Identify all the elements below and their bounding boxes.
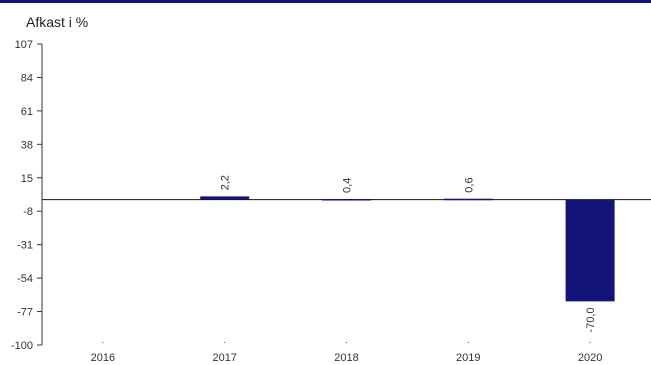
y-tick-label: 61 (21, 106, 33, 118)
bar (200, 196, 250, 200)
x-tick-label: 2020 (578, 352, 602, 364)
y-axis: 107 84 61 38 15 -8 -31 -54 -77 -100 (11, 39, 43, 352)
data-label: 2,2 (220, 175, 232, 190)
y-tick-label: 38 (21, 139, 33, 151)
bar (443, 198, 493, 201)
x-tick-label: 2018 (334, 352, 358, 364)
y-tick-label: 107 (15, 39, 33, 51)
y-tick-label: -100 (11, 340, 33, 352)
y-tick-label: -8 (23, 206, 33, 218)
y-tick-label: -54 (17, 273, 33, 285)
x-tick-label: 2019 (456, 352, 480, 364)
y-axis-title: Afkast i % (26, 14, 89, 30)
x-tick-label: 2017 (212, 352, 236, 364)
top-rule (0, 0, 651, 3)
y-tick-label: -77 (17, 307, 33, 319)
data-label: 0,6 (463, 177, 475, 192)
y-tick-label: 84 (21, 72, 33, 84)
bar (322, 199, 371, 201)
data-label: 0,4 (342, 178, 354, 193)
x-axis: 2016 2017 2018 2019 2020 (42, 199, 651, 364)
y-tick-label: -31 (17, 240, 33, 252)
bar (565, 199, 615, 302)
data-labels: 2,2 0,4 0,6 -70,0 (220, 175, 597, 332)
data-label: -70,0 (585, 307, 597, 332)
y-tick-label: 15 (21, 173, 33, 185)
x-tick-label: 2016 (91, 352, 115, 364)
bars (200, 196, 615, 302)
